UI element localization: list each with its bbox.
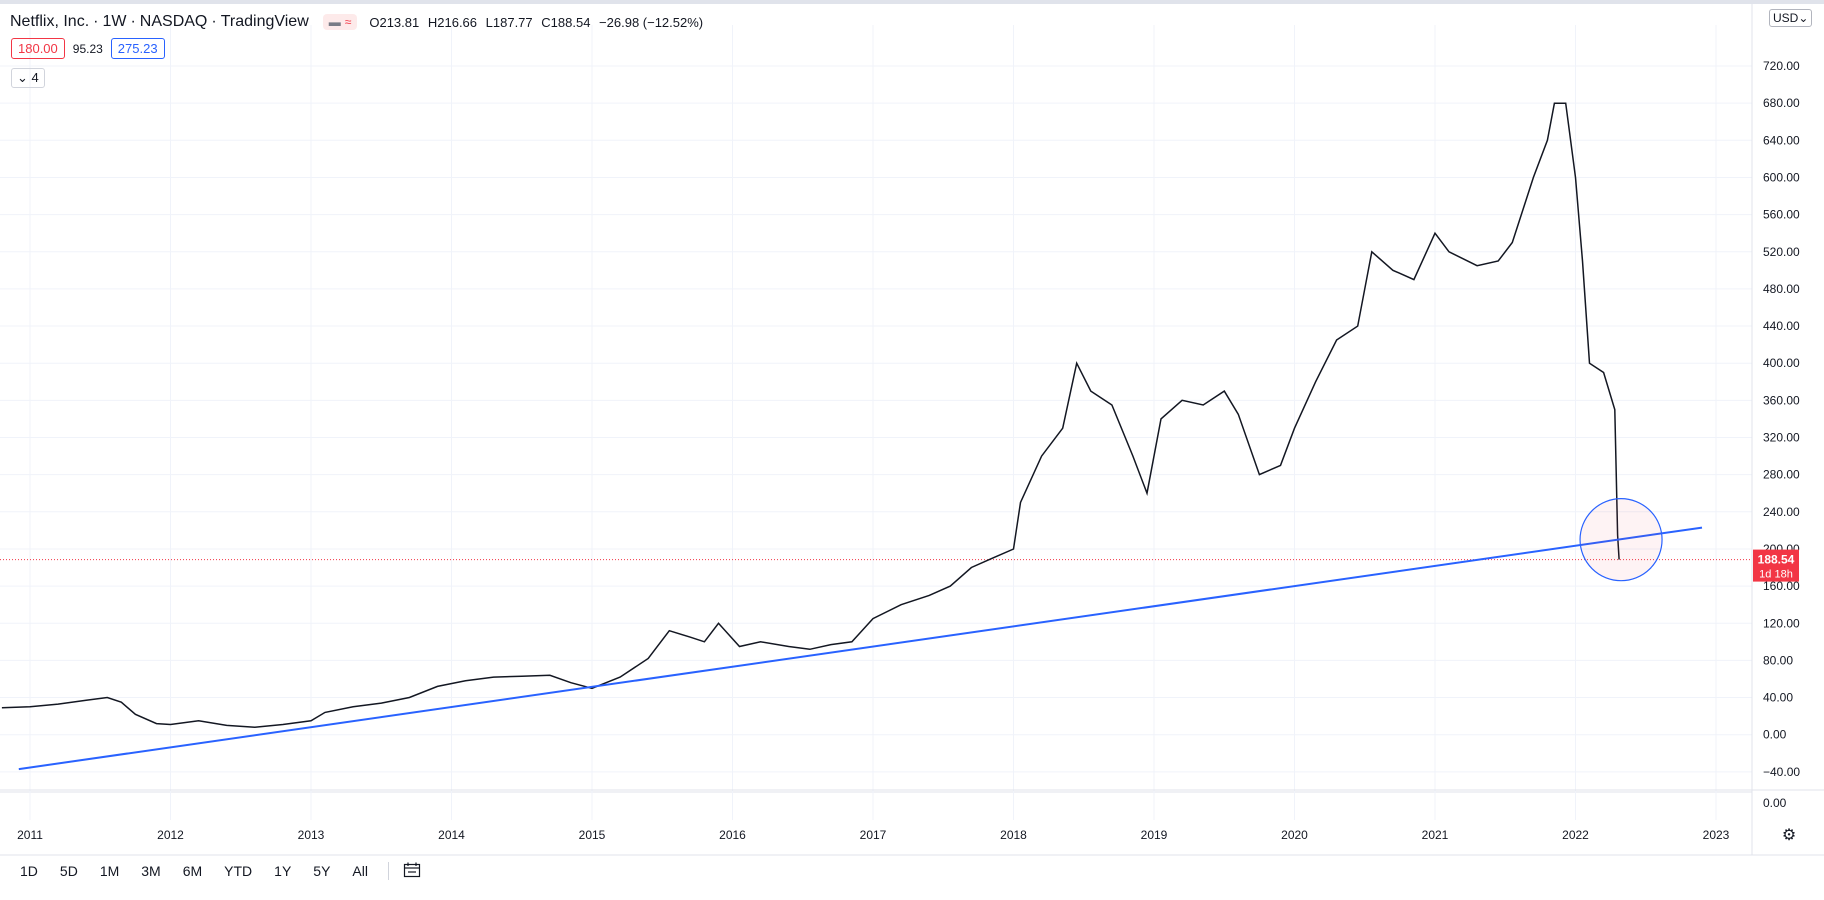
y-tick-label: 280.00: [1763, 468, 1800, 482]
wave-icon: ≈: [344, 15, 352, 29]
x-tick-label: 2018: [1000, 828, 1027, 842]
price-marker-box: [1753, 549, 1799, 582]
range-1y[interactable]: 1Y: [274, 863, 292, 879]
toolbar-divider: [387, 862, 389, 880]
range-5y[interactable]: 5Y: [313, 863, 331, 879]
ohlc-values: O213.81 H216.66 L187.77 C188.54 −26.98 (…: [369, 15, 708, 30]
y-tick-label: 320.00: [1763, 431, 1800, 445]
time-axis[interactable]: 2011 2012 2013 2014 2015 2016 2017 2018 2019 2020…: [0, 789, 1824, 856]
low-label: L: [485, 14, 493, 30]
x-tick-label: 2020: [1281, 828, 1308, 842]
range-1m[interactable]: 1M: [99, 863, 120, 879]
symbol-name[interactable]: Netflix, Inc.: [10, 13, 90, 30]
order-row: 180.00 95.23 275.23: [11, 38, 165, 59]
interval-label[interactable]: 1W: [102, 13, 127, 30]
change-value: −26.98 (−12.52%): [599, 14, 704, 30]
chevron-down-icon: ⌄: [1798, 11, 1809, 25]
y-tick-label: 440.00: [1763, 319, 1800, 333]
range-1d[interactable]: 1D: [20, 863, 38, 879]
chevron-down-icon: ⌄: [17, 70, 28, 85]
y-tick-label: 520.00: [1763, 245, 1800, 259]
range-6m[interactable]: 6M: [182, 863, 203, 879]
x-tick-label: 2022: [1562, 828, 1589, 842]
spread-value: 95.23: [72, 41, 103, 56]
indicator-tick-label: 0.00: [1763, 796, 1787, 810]
currency-label: USD: [1773, 11, 1799, 25]
grid: [0, 25, 1752, 820]
range-toolbar: 1D 5D 1M 3M 6M YTD 1Y 5Y All: [0, 855, 421, 887]
range-5d[interactable]: 5D: [59, 863, 78, 879]
y-tick-label: 0.00: [1763, 728, 1787, 742]
open-value: 213.81: [379, 14, 420, 30]
calendar-icon[interactable]: [403, 862, 421, 881]
x-tick-label: 2012: [157, 828, 184, 842]
y-tick-label: 640.00: [1763, 133, 1800, 147]
low-value: 187.77: [492, 14, 533, 30]
symbol-header: Netflix, Inc. · 1W · NASDAQ · TradingVie…: [10, 11, 708, 33]
price-series-line: [1, 102, 1620, 729]
y-tick-label: 160.00: [1763, 579, 1800, 593]
y-tick-label: 560.00: [1763, 208, 1800, 222]
open-label: O: [369, 14, 380, 30]
header-dot: ·: [211, 13, 217, 30]
y-tick-label: 240.00: [1763, 505, 1800, 519]
y-tick-label: 720.00: [1763, 59, 1800, 73]
currency-selector[interactable]: USD⌄: [1769, 9, 1813, 27]
range-all[interactable]: All: [352, 863, 368, 879]
trendline[interactable]: [18, 526, 1703, 771]
exchange-label: NASDAQ: [139, 13, 208, 30]
gear-icon[interactable]: ⚙: [1782, 827, 1796, 844]
high-label: H: [427, 14, 438, 30]
plot-area: [0, 102, 1752, 771]
y-tick-label: 40.00: [1763, 691, 1793, 705]
close-label: C: [541, 14, 551, 30]
highlight-circle[interactable]: [1579, 498, 1663, 582]
header-dot: ·: [130, 13, 136, 30]
indicator-toggle[interactable]: ⌄ 4: [11, 68, 45, 88]
price-marker-countdown: 1d 18h: [1759, 569, 1793, 581]
price-marker-value: 188.54: [1758, 553, 1795, 567]
x-tick-label: 2013: [298, 828, 325, 842]
x-tick-label: 2023: [1703, 828, 1730, 842]
y-tick-label: 400.00: [1763, 356, 1800, 370]
range-ytd[interactable]: YTD: [224, 863, 253, 879]
x-tick-label: 2021: [1422, 828, 1449, 842]
x-tick-label: 2019: [1141, 828, 1168, 842]
indicator-count: 4: [31, 70, 39, 85]
y-tick-label: 480.00: [1763, 282, 1800, 296]
y-tick-label: 120.00: [1763, 616, 1800, 630]
buy-button[interactable]: 275.23: [110, 38, 165, 59]
header-dot: ·: [93, 13, 99, 30]
status-icons[interactable]: ▬ ≈: [322, 14, 358, 30]
sell-button[interactable]: 180.00: [11, 38, 65, 59]
x-tick-label: 2014: [438, 828, 465, 842]
price-axis[interactable]: 720.00 680.00 640.00 600.00 560.00 520.00 480.…: [1751, 0, 1800, 855]
close-value: 188.54: [550, 14, 591, 30]
minus-icon: ▬: [328, 15, 341, 29]
y-tick-label: 80.00: [1763, 653, 1793, 667]
x-tick-label: 2017: [860, 828, 887, 842]
x-tick-label: 2011: [17, 828, 43, 842]
x-tick-label: 2015: [579, 828, 606, 842]
top-border: [0, 0, 1824, 4]
source-label: TradingView: [220, 13, 309, 30]
y-tick-label: −40.00: [1763, 765, 1800, 779]
y-tick-label: 360.00: [1763, 393, 1800, 407]
x-tick-label: 2016: [719, 828, 746, 842]
y-tick-label: 680.00: [1763, 96, 1800, 110]
y-tick-label: 600.00: [1763, 170, 1800, 184]
range-3m[interactable]: 3M: [141, 863, 161, 879]
high-value: 216.66: [437, 14, 478, 30]
